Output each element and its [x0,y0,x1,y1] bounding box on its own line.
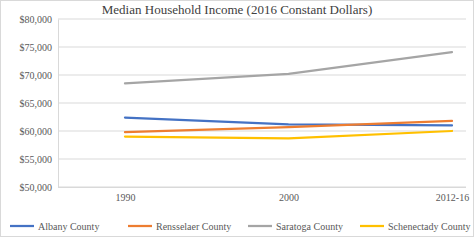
grid-line [58,131,466,132]
y-tick: $55,000 [20,154,59,165]
legend-label: Rensselaer County [156,221,231,232]
grid-line [58,159,466,160]
y-axis: $50,000 $55,000 $60,000 $65,000 $70,000 $75,0… [20,14,59,193]
series-line [125,121,452,132]
y-axis-line [58,20,59,188]
legend-item: Albany County [10,221,99,232]
x-tick: 1990 [116,187,136,203]
legend-label: Saratoga County [276,221,343,232]
x-tick-label: 2000 [279,192,299,203]
y-tick: $75,000 [20,42,59,53]
legend-swatch [360,225,384,227]
x-axis-line [58,187,466,188]
x-tick-label: 1990 [116,192,136,203]
y-tick: $80,000 [20,14,59,25]
series-lines [125,52,452,138]
y-tick: $65,000 [20,98,59,109]
legend-swatch [128,225,152,227]
x-tick: 2000 [279,187,299,203]
grid [58,19,466,187]
legend-label: Schenectady County [388,221,470,232]
grid-line [58,187,466,188]
x-axis: 1990 2000 2012-16 [58,187,469,203]
chart-border [1,1,474,237]
y-tick-label: $55,000 [20,154,53,165]
y-tick-label: $80,000 [20,14,53,25]
legend-item: Schenectady County [360,221,470,232]
y-tick-label: $60,000 [20,126,53,137]
series-line [125,52,452,83]
legend-swatch [248,225,272,227]
legend-item: Saratoga County [248,221,343,232]
x-tick-label: 2012-16 [436,192,469,203]
legend-label: Albany County [38,221,99,232]
series-line [125,131,452,138]
grid-line [58,103,466,104]
title: Median Household Income (2016 Constant D… [102,2,372,17]
grid-line [58,47,466,48]
y-tick: $50,000 [20,182,59,193]
chart: Median Household Income (2016 Constant D… [0,0,474,237]
series-line [125,118,452,126]
grid-line [58,19,466,20]
legend-swatch [10,225,34,227]
y-tick: $60,000 [20,126,59,137]
y-tick-label: $75,000 [20,42,53,53]
y-tick-label: $65,000 [20,98,53,109]
y-tick-label: $50,000 [20,182,53,193]
legend: Albany County Rensselaer County Saratoga C… [10,221,470,232]
y-tick-label: $70,000 [20,70,53,81]
legend-item: Rensselaer County [128,221,231,232]
y-tick: $70,000 [20,70,59,81]
x-tick: 2012-16 [436,187,469,203]
